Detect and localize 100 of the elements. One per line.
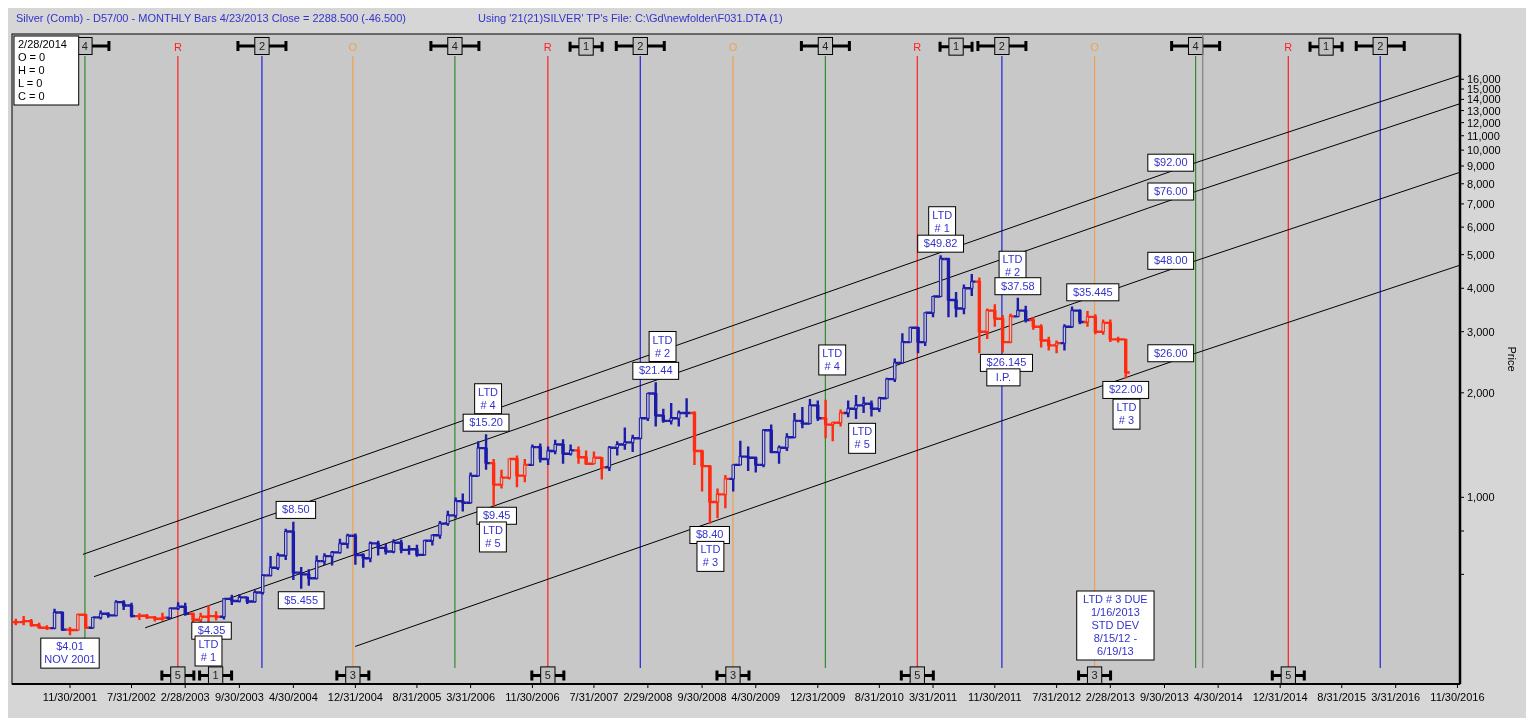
annotation: LTD # 5 [482,523,503,549]
x-tick-label: 9/30/2013 [1140,691,1189,703]
ref-line-label: 4 [1192,39,1199,52]
ref-line-label: 4 [81,39,88,52]
candlestick [83,612,88,630]
annotation: 1 [212,668,219,681]
x-tick-label: 3/31/2006 [446,691,496,703]
x-tick-label: 9/30/2003 [214,691,264,703]
annotation: 5 [544,668,551,681]
x-tick-label: 11/30/2011 [968,691,1022,703]
y-tick-label: 6,000 [1467,221,1495,234]
y-tick-label: 4,000 [1467,282,1495,295]
x-tick-label: 12/31/2004 [327,691,383,703]
annotation: LTD # 1 [932,208,953,234]
x-tick-label: 12/31/2014 [1252,691,1308,703]
x-tick-label: 9/30/2008 [677,691,727,703]
ref-line-label: 4 [451,39,458,52]
y-tick-label: 12,000 [1467,116,1501,129]
candlestick [114,599,118,618]
x-tick-label: 8/31/2005 [392,691,442,703]
x-tick-label: 2/28/2003 [160,691,210,703]
annotation: $8.50 [282,503,310,516]
annotation: I.P. [995,370,1011,383]
candlestick [885,376,889,400]
candlestick [908,325,912,344]
annotation: LTD # 3 DUE 1/16/2013 STD DEV 8/15/12 - 6/19/13 [1083,593,1148,657]
x-tick-label: 11/30/2016 [1430,691,1485,703]
annotation: $22.00 [1108,383,1143,396]
x-tick-label: 11/30/2006 [505,691,560,703]
annotation: LTD # 2 [652,333,673,359]
x-tick-label: 3/31/2011 [908,691,958,703]
annotation: $9.45 [482,509,511,522]
annotation: $48.00 [1153,254,1188,267]
annotation: 3 [349,668,356,681]
annotation: 1 [953,40,960,53]
x-tick-label: 7/31/2002 [107,691,156,703]
y-axis-title: Price [1506,346,1518,372]
annotation: 1 [583,40,590,53]
annotation: 5 [914,668,921,681]
x-tick-label: 4/30/2014 [1193,691,1243,703]
candlestick [422,538,427,557]
x-tick-label: 3/31/2016 [1371,691,1421,703]
y-tick-label: 7,000 [1467,197,1495,210]
candlestick [76,612,80,632]
ref-line-label: 2 [998,39,1005,52]
chart-subtitle: Using '21(21)SILVER' TP's File: C:\Gd\newfolder\F031.DTA (1) [478,12,783,24]
annotation: $35.445 [1072,285,1113,298]
annotation: $26.145 [986,356,1027,369]
x-tick-label: 7/31/2012 [1032,691,1082,703]
annotation: LTD # 4 [478,385,499,411]
y-tick-label: 11,000 [1467,129,1500,142]
ref-line-label: O [1090,41,1100,53]
ref-line-label: R [1284,41,1293,53]
annotation: 3 [1091,668,1098,681]
chart-title: Silver (Comb) - D57/00 - MONTHLY Bars 4/23/2013 Close = 2288.500 (-46.500) [16,12,406,24]
ref-line-label: R [913,41,922,53]
y-tick-label: 5,000 [1467,248,1495,261]
annotation: 5 [174,668,181,681]
ref-line-label: O [348,41,358,53]
y-tick-label: 9,000 [1467,160,1495,173]
annotation: $4.35 [197,624,226,637]
annotation: LTD # 3 [700,543,721,569]
y-tick-label: 1,000 [1467,491,1495,504]
candlestick [507,457,512,481]
annotation: $92.00 [1153,156,1188,169]
annotation: $5.455 [284,593,319,606]
y-tick-label: 8,000 [1467,177,1495,190]
annotation: LTD # 2 [1002,253,1023,279]
annotation: LTD # 4 [822,346,843,372]
x-tick-label: 2/29/2008 [623,691,673,703]
ref-line-label: O [728,41,738,53]
annotation: 5 [1285,668,1292,681]
x-tick-label: 4/30/2009 [731,691,781,703]
x-tick-label: 4/30/2004 [268,691,318,703]
x-tick-label: 12/31/2009 [790,691,846,703]
annotation: LTD # 5 [852,425,873,451]
annotation: $37.58 [1001,279,1035,292]
annotation: $21.44 [638,364,673,377]
y-tick-label: 2,000 [1467,386,1495,399]
annotation: $15.20 [469,416,503,429]
x-tick-label: 8/31/2015 [1317,691,1367,703]
x-tick-label: 11/30/2001 [42,691,98,703]
annotation: 1 [1322,40,1330,53]
y-tick-label: 14,000 [1467,93,1501,106]
y-tick-label: 13,000 [1467,104,1501,117]
candlestick [638,417,643,441]
annotation: $26.00 [1153,346,1188,359]
annotation: $49.82 [923,237,958,250]
annotation: LTD # 3 [1116,401,1137,427]
annotation: $4.01 NOV 2001 [44,640,96,666]
ref-line-label: 2 [637,39,644,52]
ref-line-label: 4 [822,39,829,52]
ref-line-label: 2 [1377,39,1384,52]
y-tick-label: 16,000 [1467,73,1501,86]
candlestick [261,573,265,596]
ref-line-label: 2 [258,39,266,52]
annotation: LTD # 1 [198,637,219,663]
x-tick-label: 7/31/2007 [569,691,619,703]
annotation: 2/28/2014 O = 0 H = 0 L = 0 C = 0 [18,38,67,102]
x-tick-label: 8/31/2010 [854,691,904,703]
